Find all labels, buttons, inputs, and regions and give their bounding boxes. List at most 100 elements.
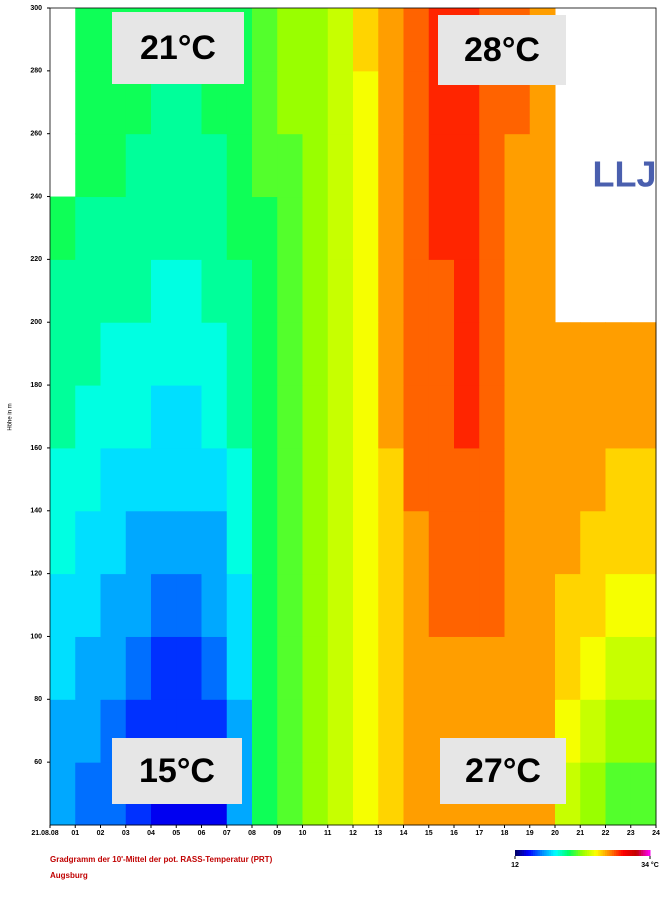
heatmap-cell (277, 133, 303, 198)
heatmap-cell (327, 8, 354, 72)
heatmap-cell (353, 8, 379, 72)
colorbar-segment (602, 850, 606, 856)
heatmap-cell (428, 573, 455, 637)
colorbar-segment (578, 850, 581, 856)
heatmap-cell (302, 636, 329, 700)
colorbar-segment (515, 850, 518, 856)
heatmap-cell (277, 196, 303, 260)
colorbar-segment (614, 850, 617, 856)
heatmap-cell (353, 762, 379, 826)
heatmap-cell (555, 636, 581, 700)
heatmap-cell (479, 196, 505, 260)
heatmap-cell (630, 385, 657, 449)
x-tick-label: 16 (450, 830, 458, 837)
heatmap-cell (327, 762, 354, 826)
heatmap-cell (353, 196, 379, 260)
x-tick-label: 22 (602, 830, 610, 837)
y-tick-label: 100 (30, 633, 42, 640)
colorbar-segment (542, 850, 545, 856)
x-tick-label: 10 (299, 830, 307, 837)
y-tick-label: 280 (30, 68, 42, 75)
x-tick-label: 02 (97, 830, 105, 837)
heatmap-cell (75, 196, 101, 260)
colorbar-segment (618, 850, 622, 856)
heatmap-cell (529, 573, 556, 637)
heatmap-cell (479, 510, 505, 575)
heatmap-cell (353, 322, 379, 386)
heatmap-cell (580, 636, 606, 700)
colorbar-segment (623, 850, 626, 856)
heatmap-cell (125, 133, 152, 198)
colorbar-segment (620, 850, 624, 856)
y-tick-label: 180 (30, 382, 42, 389)
x-tick-label: 12 (349, 830, 357, 837)
colorbar-segment (555, 850, 559, 856)
heatmap-cell (504, 259, 531, 323)
colorbar-segment (629, 850, 633, 856)
heatmap-cell (100, 259, 127, 323)
colorbar-segment (627, 850, 631, 856)
heatmap-cell (504, 447, 531, 512)
heatmap-cell (176, 196, 202, 260)
heatmap-cell (454, 259, 480, 323)
heatmap-cell (50, 636, 76, 700)
heatmap-cell (100, 636, 127, 700)
colorbar-segment (641, 850, 644, 856)
heatmap-cell (378, 447, 404, 512)
heatmap-cell (75, 447, 101, 512)
colorbar-segment (533, 850, 536, 856)
heatmap-cell (50, 385, 76, 449)
heatmap-cell (378, 385, 404, 449)
colorbar-segment (546, 850, 550, 856)
heatmap-cell (327, 699, 354, 763)
colorbar-segment (575, 850, 579, 856)
heatmap-cell (226, 385, 253, 449)
heatmap-cell (327, 447, 354, 512)
heatmap-cell (125, 636, 152, 700)
heatmap-cell (277, 699, 303, 763)
x-tick-label: 07 (223, 830, 231, 837)
x-tick-label: 20 (551, 830, 559, 837)
x-tick-label: 15 (425, 830, 433, 837)
heatmap-cell (428, 447, 455, 512)
heatmap-cell (555, 322, 581, 386)
colorbar-segment (562, 850, 565, 856)
heatmap-cell (176, 510, 202, 575)
heatmap-cell (302, 8, 329, 72)
heatmap-cell (125, 447, 152, 512)
heatmap-cell (378, 573, 404, 637)
colorbar-segment (553, 850, 556, 856)
heatmap-cell (100, 196, 127, 260)
colorbar-segment (596, 850, 599, 856)
heatmap-cell (252, 636, 278, 700)
heatmap-cell (479, 133, 505, 198)
heatmap-cell (353, 699, 379, 763)
colorbar-segment (611, 850, 615, 856)
heatmap-cell (226, 259, 253, 323)
heatmap-cell (504, 322, 531, 386)
colorbar-segment (566, 850, 570, 856)
colorbar-segment (548, 850, 552, 856)
heatmap-cell (580, 573, 606, 637)
heatmap-cell (302, 196, 329, 260)
heatmap-cell (580, 385, 606, 449)
heatmap-cell (176, 573, 202, 637)
x-tick-label: 23 (627, 830, 635, 837)
heatmap-cell (226, 133, 253, 198)
colorbar-segment (616, 850, 619, 856)
heatmap-cell (252, 762, 278, 826)
heatmap-cell (630, 322, 657, 386)
heatmap-cell (454, 385, 480, 449)
heatmap-cell (201, 636, 228, 700)
colorbar-segment (530, 850, 534, 856)
x-tick-label: 08 (248, 830, 256, 837)
heatmap-cell (479, 636, 505, 700)
plot-frame (49, 7, 657, 826)
heatmap-cell (176, 133, 202, 198)
colorbar-segment (560, 850, 563, 856)
heatmap-cell (403, 573, 430, 637)
heatmap-cell (75, 133, 101, 198)
heatmap-cell (479, 447, 505, 512)
heatmap-cell (353, 259, 379, 323)
heatmap-cell (605, 510, 632, 575)
